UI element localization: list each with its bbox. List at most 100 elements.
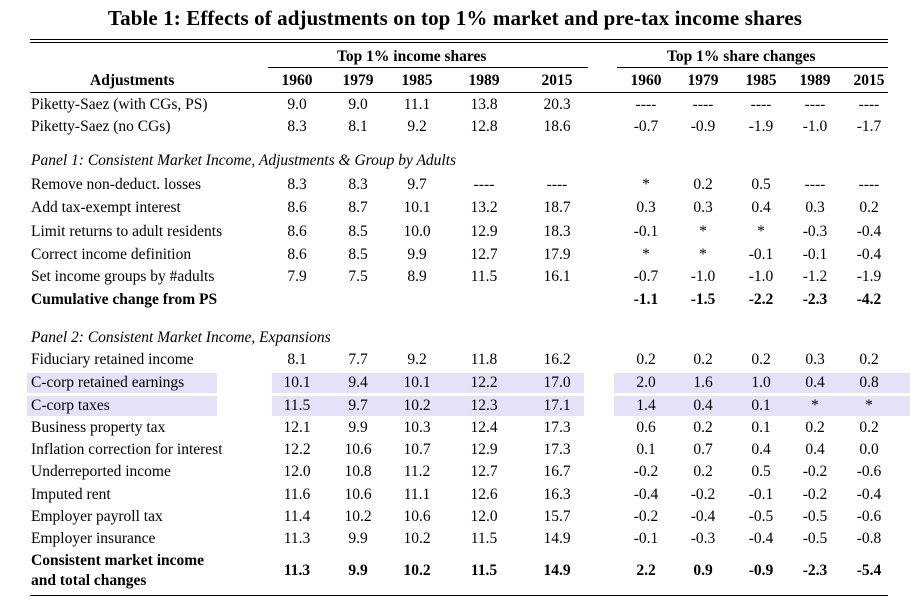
share-cell: ---- [546, 176, 568, 193]
row-label: Imputed rent [31, 486, 111, 503]
change-cell: -1.0 [748, 268, 774, 285]
top-rule-1 [30, 39, 888, 40]
share-cell: 11.1 [403, 96, 431, 113]
change-cell: -0.7 [633, 118, 659, 135]
share-cell: 10.1 [283, 374, 311, 391]
change-cell: -0.4 [748, 530, 774, 547]
change-cell: 1.4 [636, 397, 656, 414]
change-cell: 0.3 [693, 199, 713, 216]
share-cell: 10.2 [403, 530, 431, 547]
share-cell: 17.1 [543, 397, 571, 414]
share-cell: 12.9 [470, 223, 498, 240]
final-share-cell: 14.9 [543, 562, 571, 579]
bottom-rule [30, 595, 888, 596]
change-cell: -1.5 [690, 291, 716, 308]
change-cell: ---- [750, 96, 772, 113]
share-cell: 18.6 [543, 118, 571, 135]
change-cell: -4.2 [856, 291, 882, 308]
share-cell: 10.6 [344, 486, 372, 503]
change-cell: -0.1 [802, 246, 828, 263]
share-cell: 11.6 [283, 486, 311, 503]
change-cell: ---- [858, 96, 880, 113]
row-label: Piketty-Saez (no CGs) [31, 118, 171, 135]
share-cell: 9.9 [407, 246, 427, 263]
final-share-cell: 11.5 [470, 562, 498, 579]
panel2-title: Panel 2: Consistent Market Income, Expan… [31, 329, 331, 346]
share-cell: 12.4 [470, 419, 498, 436]
share-cell: 17.3 [543, 441, 571, 458]
share-cell: 8.6 [287, 246, 307, 263]
final-change-cell: -5.4 [856, 562, 882, 579]
share-cell: 10.8 [344, 463, 372, 480]
year-header-changes: 1985 [745, 72, 777, 89]
change-cell: 0.2 [636, 351, 656, 368]
share-cell: 15.7 [543, 508, 571, 525]
share-cell: 10.1 [403, 374, 431, 391]
change-cell: 2.0 [636, 374, 656, 391]
share-cell: 11.2 [403, 463, 431, 480]
year-header-changes: 1979 [687, 72, 719, 89]
share-cell: 9.0 [287, 96, 307, 113]
final-share-cell: 9.9 [348, 562, 368, 579]
row-label: C-corp retained earnings [31, 374, 185, 391]
share-cell: 7.7 [348, 351, 368, 368]
change-cell: -0.9 [690, 118, 716, 135]
row-label: Employer payroll tax [31, 508, 163, 525]
share-cell: 12.9 [470, 441, 498, 458]
row-label: Fiduciary retained income [31, 351, 194, 368]
change-cell: -0.2 [690, 486, 716, 503]
row-highlight [614, 396, 910, 416]
change-cell: -2.2 [748, 291, 774, 308]
share-cell: 11.5 [470, 530, 498, 547]
change-cell: -0.6 [856, 508, 882, 525]
change-cell: * [699, 223, 707, 240]
share-cell: 9.2 [407, 118, 427, 135]
share-cell: 11.8 [470, 351, 498, 368]
change-cell: -0.5 [802, 530, 828, 547]
row-label: Piketty-Saez (with CGs, PS) [31, 96, 208, 113]
share-cell: 16.1 [543, 268, 571, 285]
final-change-cell: -0.9 [748, 562, 774, 579]
share-cell: 9.4 [348, 374, 368, 391]
final-change-cell: 0.9 [693, 562, 713, 579]
share-cell: 12.7 [470, 246, 498, 263]
share-cell: 8.9 [407, 268, 427, 285]
change-cell: * [811, 397, 819, 414]
change-cell: -0.4 [690, 508, 716, 525]
share-cell: 10.2 [344, 508, 372, 525]
share-cell: 12.2 [470, 374, 498, 391]
share-cell: 12.3 [470, 397, 498, 414]
share-cell: 8.7 [348, 199, 368, 216]
year-header-shares: 2015 [541, 72, 573, 89]
share-cell: 17.3 [543, 419, 571, 436]
change-cell: ---- [804, 176, 826, 193]
final-row-label-line2: and total changes [31, 572, 147, 589]
change-cell: 0.5 [751, 463, 771, 480]
final-change-cell: -2.3 [802, 562, 828, 579]
change-cell: -0.3 [690, 530, 716, 547]
share-cell: 11.3 [283, 530, 311, 547]
header-bottom-rule [30, 92, 888, 93]
change-cell: -0.4 [856, 246, 882, 263]
change-cell: 0.8 [859, 374, 879, 391]
change-cell: -0.7 [633, 268, 659, 285]
change-cell: ---- [858, 176, 880, 193]
change-cell: -1.0 [690, 268, 716, 285]
share-cell: 20.3 [543, 96, 571, 113]
change-cell: 0.2 [859, 199, 879, 216]
row-label: Inflation correction for interest [31, 441, 223, 458]
change-cell: -0.2 [633, 463, 659, 480]
change-cell: 1.0 [751, 374, 771, 391]
year-header-shares: 1985 [401, 72, 433, 89]
change-cell: -0.6 [856, 463, 882, 480]
change-cell: 0.1 [751, 397, 771, 414]
group-header-changes: Top 1% share changes [667, 48, 816, 65]
share-cell: 9.9 [348, 530, 368, 547]
change-cell: 0.2 [693, 351, 713, 368]
share-cell: 17.0 [543, 374, 571, 391]
year-header-shares: 1989 [468, 72, 500, 89]
row-highlight [272, 373, 584, 393]
change-cell: -0.2 [802, 463, 828, 480]
final-share-cell: 10.2 [403, 562, 431, 579]
share-cell: 9.0 [348, 96, 368, 113]
